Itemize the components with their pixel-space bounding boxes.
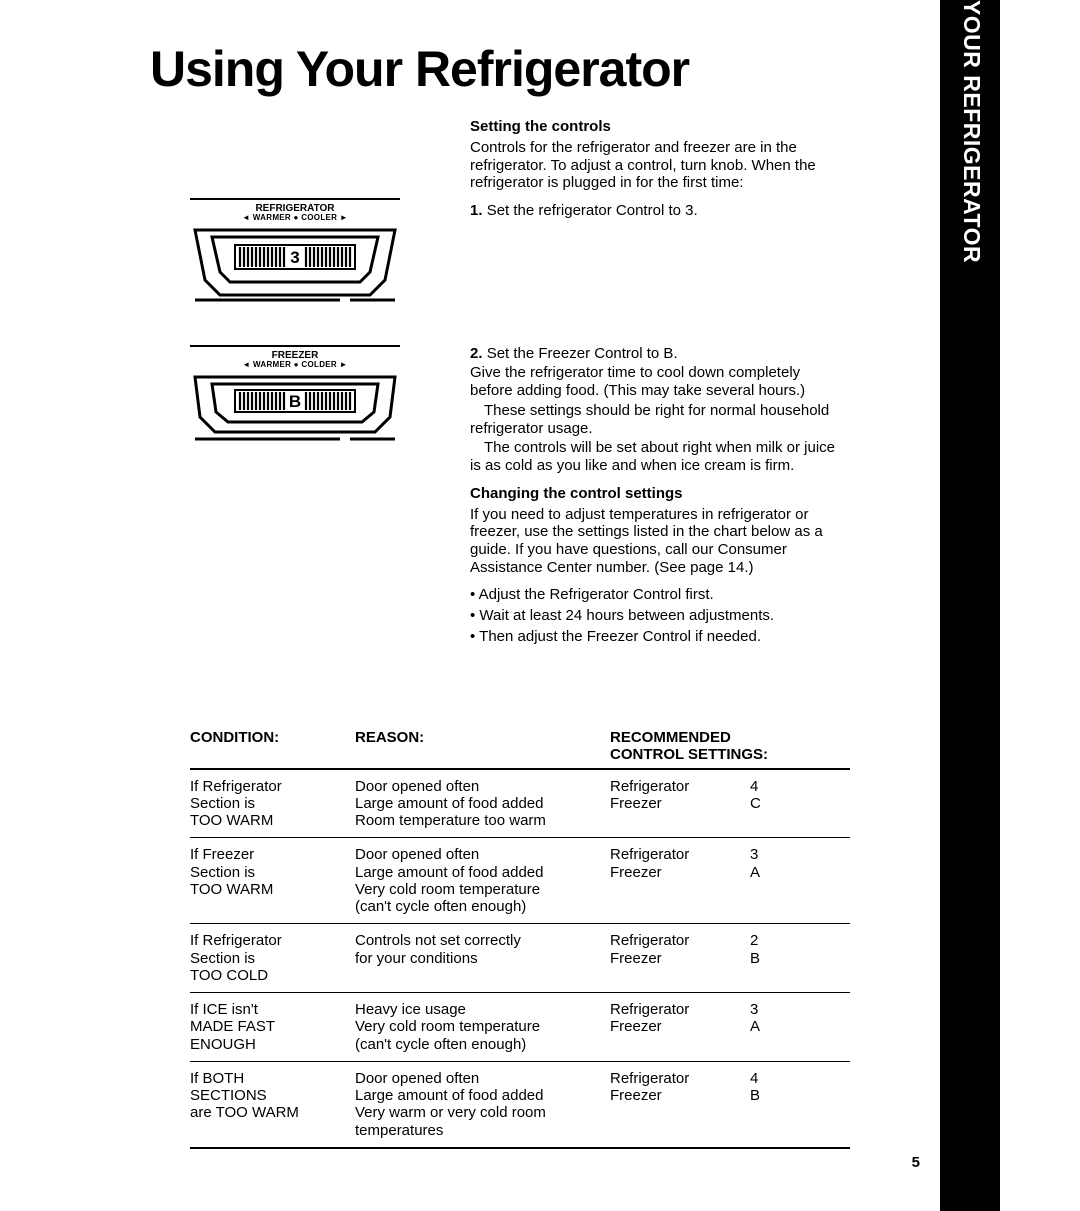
freezer-dial-icon: B xyxy=(190,372,400,447)
svg-text:B: B xyxy=(289,392,301,411)
table-row: If BOTHSECTIONSare TOO WARMDoor opened o… xyxy=(190,1062,850,1149)
table-row: If RefrigeratorSection isTOO COLDControl… xyxy=(190,924,850,993)
step-2-body-1: Give the refrigerator time to cool down … xyxy=(470,364,840,399)
col-condition: CONDITION: xyxy=(190,729,355,763)
step-2-body-3: The controls will be set about right whe… xyxy=(470,439,840,474)
changing-bullets: Adjust the Refrigerator Control first. W… xyxy=(470,586,840,646)
step-1: 1. Set the refrigerator Control to 3. xyxy=(470,202,840,220)
freezer-dial-sublabel: ◄ WARMER ● COLDER ► xyxy=(190,361,400,370)
page-content: Using Your Refrigerator REFRIGERATOR ◄ W… xyxy=(150,40,870,1149)
table-row: If FreezerSection isTOO WARMDoor opened … xyxy=(190,838,850,924)
col-reason: REASON: xyxy=(355,729,610,763)
changing-intro: If you need to adjust temperatures in re… xyxy=(470,506,840,577)
bullet-2: Wait at least 24 hours between adjustmen… xyxy=(470,607,840,626)
fridge-dial-icon: 3 xyxy=(190,225,400,305)
sidebar-label: BEFORE USING YOUR REFRIGERATOR • USING Y… xyxy=(958,0,985,115)
svg-text:3: 3 xyxy=(290,248,299,267)
bullet-3: Then adjust the Freezer Control if neede… xyxy=(470,628,840,647)
changing-heading: Changing the control settings xyxy=(470,485,840,502)
settings-table: CONDITION: REASON: RECOMMENDED CONTROL S… xyxy=(190,729,850,1149)
setting-heading: Setting the controls xyxy=(470,118,840,135)
refrigerator-dial: REFRIGERATOR ◄ WARMER ● COOLER ► 3 xyxy=(190,198,400,305)
table-row: If ICE isn'tMADE FASTENOUGHHeavy ice usa… xyxy=(190,993,850,1062)
bullet-1: Adjust the Refrigerator Control first. xyxy=(470,586,840,605)
diagrams-column: REFRIGERATOR ◄ WARMER ● COOLER ► 3 xyxy=(150,118,440,649)
page-number: 5 xyxy=(912,1154,920,1171)
table-row: If RefrigeratorSection isTOO WARMDoor op… xyxy=(190,770,850,839)
table-header: CONDITION: REASON: RECOMMENDED CONTROL S… xyxy=(190,729,850,770)
text-column: Setting the controls Controls for the re… xyxy=(470,118,840,649)
page-title: Using Your Refrigerator xyxy=(150,40,870,98)
freezer-dial: FREEZER ◄ WARMER ● COLDER ► B xyxy=(190,345,400,447)
step-2-body-2: These settings should be right for norma… xyxy=(470,402,840,437)
col-rec-1: RECOMMENDED xyxy=(610,729,850,746)
setting-intro: Controls for the refrigerator and freeze… xyxy=(470,139,840,192)
step-2: 2. Set the Freezer Control to B. xyxy=(470,345,840,363)
col-rec-2: CONTROL SETTINGS: xyxy=(610,746,850,763)
fridge-dial-sublabel: ◄ WARMER ● COOLER ► xyxy=(190,214,400,223)
